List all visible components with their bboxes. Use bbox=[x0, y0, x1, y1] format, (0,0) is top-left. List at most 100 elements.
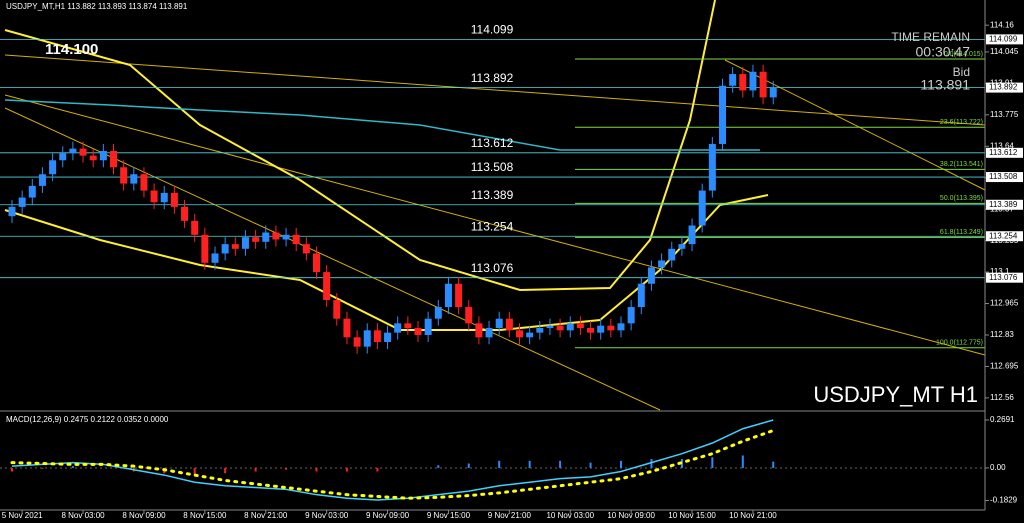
level-label: 113.076 bbox=[471, 261, 514, 275]
candle-body bbox=[272, 232, 280, 240]
level-box bbox=[986, 231, 1023, 242]
band-line bbox=[4, 0, 716, 292]
candle-body bbox=[384, 332, 392, 342]
candle-body bbox=[698, 190, 706, 226]
bid-label: Bid bbox=[953, 65, 970, 79]
level-box-label: 113.389 bbox=[989, 200, 1018, 209]
x-tick-label: 8 Nov 21:00 bbox=[244, 511, 288, 520]
x-tick-label: 8 Nov 03:00 bbox=[61, 511, 105, 520]
candle-body bbox=[424, 318, 432, 335]
candle-body bbox=[647, 267, 655, 284]
candle-body bbox=[89, 155, 97, 161]
x-tick-label: 10 Nov 15:00 bbox=[668, 511, 716, 520]
x-tick-label: 8 Nov 15:00 bbox=[183, 511, 227, 520]
x-tick-label: 9 Nov 15:00 bbox=[427, 511, 471, 520]
watermark: USDJPY_MT H1 bbox=[813, 382, 978, 407]
candle-body bbox=[333, 300, 341, 319]
y-tick-label: 0.00 bbox=[990, 463, 1006, 472]
candle-body bbox=[607, 325, 615, 331]
candle-body bbox=[465, 307, 473, 324]
y-tick-label: 113.775 bbox=[990, 110, 1019, 119]
y-tick-label: -0.1829 bbox=[990, 496, 1018, 505]
level-box bbox=[986, 199, 1023, 210]
fib-label: 0.0(114.015) bbox=[944, 51, 983, 58]
level-label: 113.508 bbox=[471, 160, 514, 174]
x-tick-label: 10 Nov 09:00 bbox=[607, 511, 655, 520]
candle-body bbox=[434, 307, 442, 319]
candle-body bbox=[759, 71, 767, 98]
candle-body bbox=[140, 174, 148, 191]
level-label: 113.612 bbox=[471, 136, 514, 150]
candle-body bbox=[49, 160, 57, 175]
candle-body bbox=[597, 325, 605, 333]
candle-body bbox=[191, 220, 199, 235]
level-box-label: 113.612 bbox=[989, 148, 1018, 157]
candle-body bbox=[627, 307, 635, 324]
candle-body bbox=[110, 150, 117, 168]
y-tick-label: 114.16 bbox=[990, 20, 1014, 29]
candle-body bbox=[79, 148, 87, 156]
candle-body bbox=[231, 244, 239, 249]
candle-body bbox=[211, 253, 219, 263]
bid-value: 113.891 bbox=[920, 77, 970, 93]
candle-body bbox=[729, 74, 737, 86]
candle-body bbox=[59, 153, 67, 161]
chart-header: USDJPY_MT,H1 113.882 113.893 113.874 113… bbox=[6, 2, 188, 11]
candle-body bbox=[668, 248, 676, 261]
trend-line bbox=[4, 94, 986, 356]
y-tick-label: 112.56 bbox=[990, 393, 1014, 402]
level-box-label: 113.892 bbox=[989, 83, 1018, 92]
moving-average bbox=[4, 99, 760, 151]
level-box bbox=[986, 82, 1023, 93]
fib-label: 100.0(112.775) bbox=[936, 340, 983, 347]
level-box-label: 113.076 bbox=[989, 273, 1018, 282]
level-label: 113.892 bbox=[471, 71, 514, 85]
fib-label: 38.2(113.541) bbox=[940, 161, 983, 168]
y-tick-label: 112.965 bbox=[990, 299, 1019, 308]
fib-label: 50.0(113.395) bbox=[940, 195, 983, 202]
level-label: 114.099 bbox=[471, 23, 514, 37]
signal-line bbox=[10, 429, 775, 500]
candle-body bbox=[8, 206, 16, 217]
candle-body bbox=[485, 328, 493, 338]
candle-body bbox=[302, 244, 310, 254]
candle-body bbox=[617, 323, 625, 331]
countdown: 00:30:47 bbox=[916, 44, 971, 60]
candle-body bbox=[526, 332, 534, 338]
candle-body bbox=[130, 174, 138, 184]
x-tick-label: 8 Nov 09:00 bbox=[122, 511, 166, 520]
y-tick-label: 113.64 bbox=[990, 141, 1014, 150]
candle-body bbox=[475, 323, 483, 338]
candle-body bbox=[587, 328, 595, 333]
price-label: 114.100 bbox=[45, 41, 98, 58]
x-tick-label: 10 Nov 21:00 bbox=[729, 511, 777, 520]
candle-body bbox=[678, 244, 686, 249]
candle-body bbox=[536, 328, 544, 333]
candle-body bbox=[282, 234, 290, 240]
candle-body bbox=[252, 237, 260, 242]
candle-body bbox=[749, 71, 757, 91]
candle-body bbox=[516, 330, 523, 338]
level-box-label: 113.508 bbox=[989, 172, 1018, 181]
candle-body bbox=[373, 330, 381, 342]
candle-body bbox=[719, 85, 726, 144]
x-tick-label: 9 Nov 21:00 bbox=[488, 511, 532, 520]
candle-body bbox=[556, 325, 564, 331]
y-tick-label: 113.1 bbox=[990, 267, 1010, 276]
y-tick-label: 114.045 bbox=[990, 47, 1019, 56]
macd-header: MACD(12,26,9) 0.2475 0.2122 0.0352 0.000… bbox=[6, 415, 169, 424]
plot: 114.16114.045113.91113.775113.64113.5051… bbox=[0, 20, 1023, 520]
candle-body bbox=[343, 318, 351, 338]
candle-body bbox=[769, 87, 777, 98]
candle-body bbox=[363, 330, 371, 347]
level-label: 113.254 bbox=[471, 219, 514, 233]
candle-body bbox=[221, 244, 229, 254]
candle-body bbox=[637, 283, 645, 308]
candle-body bbox=[18, 197, 26, 207]
candle-body bbox=[708, 143, 716, 191]
level-box-label: 113.254 bbox=[989, 231, 1018, 240]
candle-body bbox=[99, 150, 107, 161]
